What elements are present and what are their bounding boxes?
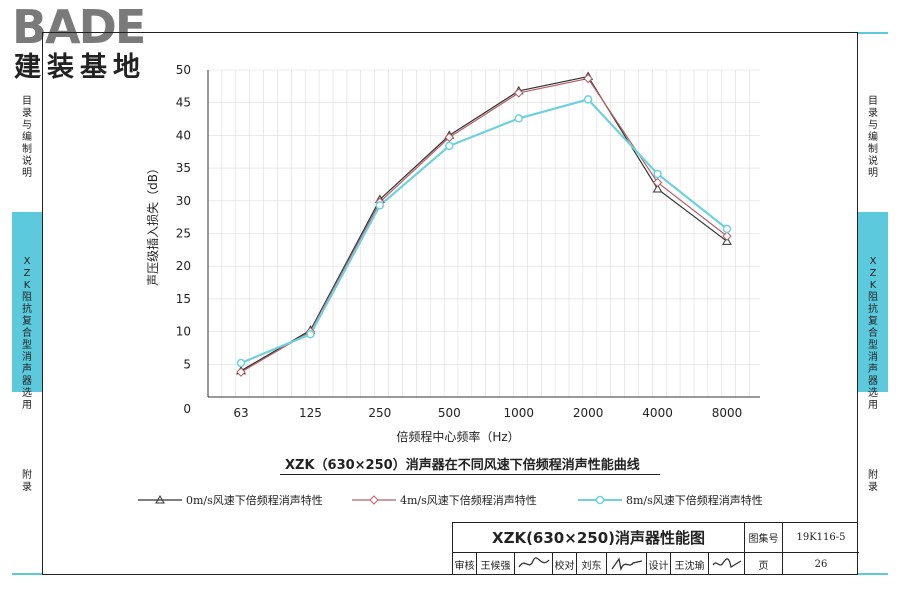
y-tick-label: 25 <box>176 227 191 241</box>
bottom-accent-line-left <box>12 573 42 575</box>
data-point-circle <box>236 358 246 368</box>
data-point-circle <box>583 95 593 104</box>
legend-label: 4m/s风速下倍频程消声特性 <box>400 494 537 507</box>
legend-item-4ms: 4m/s风速下倍频程消声特性 <box>352 492 537 508</box>
left-sidebar-item-label: 附录 <box>22 470 32 493</box>
data-point-circle <box>445 141 454 151</box>
signature-icon <box>610 557 642 572</box>
data-point-triangle <box>722 236 732 245</box>
series-line-1 <box>240 77 728 373</box>
atlas-number: 19K116-5 <box>783 523 859 553</box>
legend-label: 8m/s风速下倍频程消声特性 <box>626 494 763 507</box>
y-tick-label: 50 <box>176 63 191 77</box>
x-tick-label: 125 <box>299 406 322 420</box>
x-tick-label: 8000 <box>712 406 743 420</box>
y-tick-label: 20 <box>176 259 191 273</box>
x-axis-label: 倍频程中心频率（Hz） <box>396 429 519 444</box>
signature-icon <box>517 557 549 568</box>
x-tick-label: 250 <box>368 406 391 420</box>
atlas-label: 图集号 <box>745 523 783 553</box>
right-sidebar-item-label: 附录 <box>868 470 878 493</box>
x-tick-label: 4000 <box>642 406 673 420</box>
title-block: XZK(630×250)消声器性能图 图集号 19K116-5 审核 王候强 校… <box>452 522 859 575</box>
logo-letters: BADE <box>12 0 146 54</box>
checker-signature <box>607 553 647 575</box>
series-line-0 <box>240 75 728 372</box>
data-point-diamond <box>444 132 454 143</box>
data-point-triangle <box>652 184 663 193</box>
check-label: 校对 <box>553 553 577 575</box>
drawing-frame <box>42 32 858 575</box>
designer-name: 王沈瑜 <box>671 553 709 575</box>
x-tick-label: 63 <box>233 406 248 420</box>
logo: BADE 建装基地 <box>6 2 176 88</box>
x-tick-label: 1000 <box>503 406 534 420</box>
reviewer-name: 王候强 <box>477 553 515 575</box>
legend-marker-triangle-icon <box>138 494 182 504</box>
legend-label: 0m/s风速下倍频程消声特性 <box>186 494 323 507</box>
bottom-accent-line-right <box>858 573 888 575</box>
right-active-tab-bg <box>858 212 888 392</box>
right-sidebar-item-label: 目录与编制说明 <box>868 96 878 179</box>
left-sidebar-item-appendix[interactable]: 附录 <box>12 470 42 494</box>
checker-name: 刘东 <box>577 553 607 575</box>
data-point-diamond <box>583 73 593 84</box>
y-tick-label: 10 <box>176 325 191 339</box>
data-point-diamond <box>514 88 524 98</box>
legend-marker-circle-icon <box>578 495 622 505</box>
legend-item-0ms: 0m/s风速下倍频程消声特性 <box>138 492 323 508</box>
y-tick-label: 40 <box>176 128 191 142</box>
chart-title: XZK（630×250）消声器在不同风速下倍频程消声性能曲线 <box>285 458 640 473</box>
left-sidebar-item-label: XZK阻抗复合型消声器选用 <box>22 256 32 411</box>
y-tick-label: 35 <box>176 161 191 175</box>
left-sidebar-item-contents[interactable]: 目录与编制说明 <box>12 96 42 180</box>
chart-legend: 0m/s风速下倍频程消声特性 4m/s风速下倍频程消声特性 8m/s风速下倍频程… <box>0 492 900 512</box>
right-sidebar-item-contents[interactable]: 目录与编制说明 <box>858 96 888 180</box>
data-point-circle <box>514 114 523 123</box>
y-tick-label: 5 <box>183 357 191 371</box>
data-point-circle <box>722 224 732 234</box>
y-tick-label: 45 <box>176 96 191 110</box>
chart-title-underline <box>280 474 660 475</box>
series-line-2 <box>240 98 728 365</box>
left-sidebar-item-label: 目录与编制说明 <box>22 96 32 179</box>
data-point-diamond <box>722 231 732 241</box>
designer-signature <box>709 553 745 575</box>
data-point-circle <box>375 201 385 210</box>
page-number: 26 <box>814 558 828 570</box>
left-sidebar-item-xzk[interactable]: XZK阻抗复合型消声器选用 <box>12 256 42 412</box>
right-sidebar-item-xzk[interactable]: XZK阻抗复合型消声器选用 <box>858 256 888 412</box>
right-sidebar-item-appendix[interactable]: 附录 <box>858 470 888 494</box>
left-active-tab-bg <box>12 212 42 392</box>
data-point-diamond <box>652 177 663 188</box>
right-sidebar-item-label: XZK阻抗复合型消声器选用 <box>868 256 878 411</box>
signature-icon <box>711 558 741 569</box>
top-accent-line <box>858 32 888 34</box>
reviewer-signature <box>515 553 553 575</box>
x-tick-label: 500 <box>438 406 461 420</box>
legend-item-8ms: 8m/s风速下倍频程消声特性 <box>578 492 763 508</box>
drawing-title: XZK(630×250)消声器性能图 <box>453 523 745 553</box>
y-tick-label: 30 <box>176 194 191 208</box>
y-tick-label: 0 <box>183 402 191 416</box>
design-label: 设计 <box>647 553 671 575</box>
data-point-circle <box>306 329 315 339</box>
legend-marker-diamond-icon <box>352 495 396 505</box>
data-point-circle <box>653 169 662 179</box>
y-tick-label: 15 <box>176 292 191 306</box>
logo-chinese-text: 建装基地 <box>14 52 146 83</box>
y-axis-label: 声压级插入损失（dB） <box>145 162 160 286</box>
data-point-diamond <box>236 367 246 377</box>
x-tick-label: 2000 <box>573 406 604 420</box>
review-label: 审核 <box>453 553 477 575</box>
page-label: 页 <box>745 553 783 575</box>
